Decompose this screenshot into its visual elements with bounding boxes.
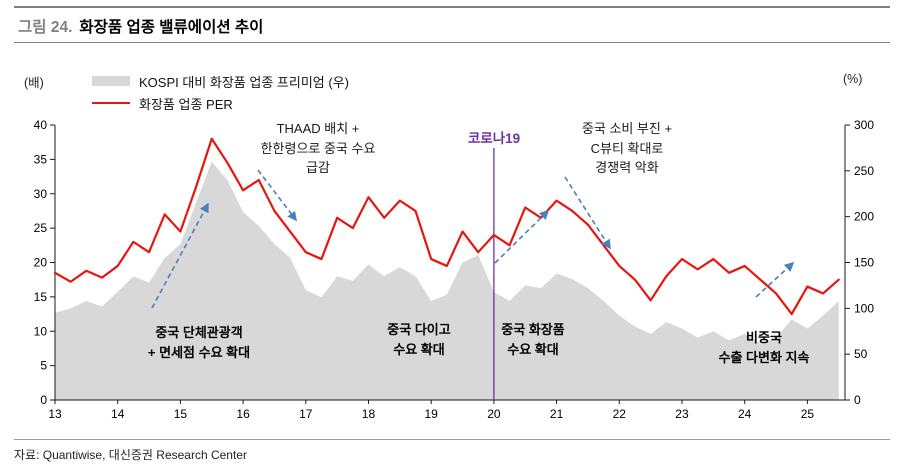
svg-text:150: 150 bbox=[854, 256, 874, 270]
svg-text:35: 35 bbox=[34, 152, 48, 166]
line-swatch-icon bbox=[92, 101, 130, 105]
svg-text:40: 40 bbox=[34, 118, 48, 132]
footer-divider bbox=[14, 439, 890, 440]
svg-text:0: 0 bbox=[40, 393, 47, 407]
trend-arrow-icon bbox=[151, 202, 209, 309]
trend-arrow-icon bbox=[564, 176, 611, 250]
svg-text:21: 21 bbox=[550, 407, 564, 421]
per-line-series bbox=[53, 137, 840, 316]
figure-title: 화장품 업종 밸류에이션 추이 bbox=[79, 19, 264, 36]
svg-text:100: 100 bbox=[854, 301, 874, 315]
svg-text:18: 18 bbox=[362, 407, 376, 421]
svg-text:22: 22 bbox=[613, 407, 627, 421]
svg-text:30: 30 bbox=[34, 187, 48, 201]
legend-item-per: 화장품 업종 PER bbox=[92, 92, 349, 114]
svg-text:25: 25 bbox=[34, 221, 48, 235]
figure-label: 그림 24. bbox=[18, 19, 73, 36]
trend-arrow-icon bbox=[494, 209, 550, 264]
figure-title-bar: 그림 24. 화장품 업종 밸류에이션 추이 bbox=[18, 15, 263, 37]
svg-text:20: 20 bbox=[34, 256, 48, 270]
title-divider bbox=[14, 42, 890, 43]
legend-label-premium: KOSPI 대비 화장품 업종 프리미엄 (우) bbox=[139, 74, 349, 90]
source-note: 자료: Quantiwise, 대신증권 Research Center bbox=[14, 448, 247, 462]
left-axis-unit: (배) bbox=[24, 76, 44, 90]
svg-text:17: 17 bbox=[299, 407, 313, 421]
svg-text:16: 16 bbox=[236, 407, 250, 421]
svg-text:20: 20 bbox=[487, 407, 501, 421]
legend-item-premium: KOSPI 대비 화장품 업종 프리미엄 (우) bbox=[92, 70, 349, 92]
svg-text:200: 200 bbox=[854, 210, 874, 224]
svg-text:300: 300 bbox=[854, 118, 874, 132]
svg-text:5: 5 bbox=[40, 359, 47, 373]
svg-text:25: 25 bbox=[801, 407, 815, 421]
top-divider bbox=[14, 6, 890, 8]
annotation-china-weak: 중국 소비 부진 + C뷰티 확대로 경쟁력 악화 bbox=[581, 121, 673, 175]
area-swatch-icon bbox=[92, 76, 130, 86]
annotation-thaad: THAAD 배치 + 한한령으로 중국 수요 급감 bbox=[260, 121, 376, 175]
right-axis-unit: (%) bbox=[843, 72, 863, 86]
trend-arrow-icon bbox=[257, 169, 297, 222]
svg-text:250: 250 bbox=[854, 164, 874, 178]
premium-area-series bbox=[55, 161, 839, 400]
svg-text:15: 15 bbox=[34, 290, 48, 304]
svg-text:23: 23 bbox=[675, 407, 689, 421]
svg-text:14: 14 bbox=[111, 407, 125, 421]
annotation-daigou: 중국 다이고 수요 확대 bbox=[387, 322, 451, 357]
svg-text:15: 15 bbox=[174, 407, 188, 421]
chart-legend: KOSPI 대비 화장품 업종 프리미엄 (우) 화장품 업종 PER bbox=[92, 70, 349, 114]
axis-tick-labels: 0 5 10 15 20 25 30 35 40 0 50 100 150 200 250 300 13 14 15… bbox=[34, 118, 875, 421]
annotation-china-cosmetics: 중국 화장품 수요 확대 bbox=[501, 322, 565, 357]
corona-event-label: 코로나19 bbox=[467, 131, 521, 146]
svg-text:50: 50 bbox=[854, 347, 868, 361]
svg-text:0: 0 bbox=[854, 393, 861, 407]
annotation-non-china: 비중국 수출 다변화 지속 bbox=[718, 330, 810, 365]
svg-text:24: 24 bbox=[738, 407, 752, 421]
legend-label-per: 화장품 업종 PER bbox=[139, 96, 233, 112]
axes bbox=[50, 124, 850, 404]
annotation-group-tour: 중국 단체관광객 + 면세점 수요 확대 bbox=[147, 325, 251, 360]
svg-text:13: 13 bbox=[48, 407, 62, 421]
svg-text:19: 19 bbox=[425, 407, 439, 421]
svg-text:10: 10 bbox=[34, 324, 48, 338]
